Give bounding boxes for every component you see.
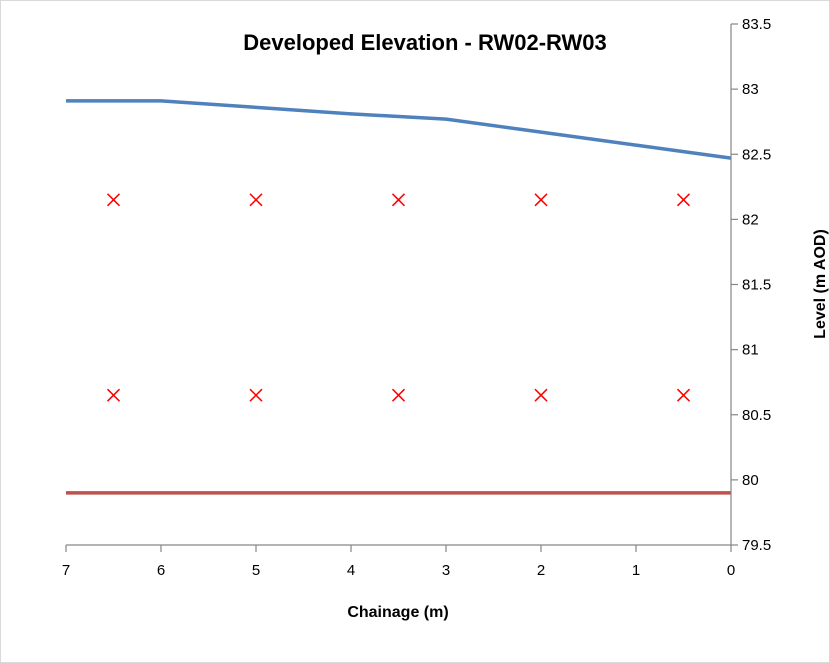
x-tick-label: 1 xyxy=(632,562,640,579)
x-marker xyxy=(534,388,548,402)
x-marker-stroke xyxy=(106,193,121,207)
series-line-0 xyxy=(66,99,732,160)
x-axis-title: Chainage (m) xyxy=(347,604,448,621)
y-tick-label: 82 xyxy=(742,211,759,228)
x-marker xyxy=(391,388,406,402)
x-marker-stroke xyxy=(391,193,406,207)
x-marker-stroke xyxy=(534,193,548,207)
x-tick-label: 4 xyxy=(347,562,355,579)
y-tick-label: 81 xyxy=(742,342,759,359)
x-marker xyxy=(676,388,691,402)
x-marker-stroke xyxy=(676,193,691,207)
y-axis-title: Level (m AOD) xyxy=(812,229,829,339)
y-tick-label: 83.5 xyxy=(742,16,771,33)
x-marker-stroke xyxy=(534,388,548,402)
x-marker xyxy=(534,193,548,207)
x-marker xyxy=(249,388,263,402)
x-marker xyxy=(106,193,121,207)
y-tick-label: 81.5 xyxy=(742,277,771,294)
x-marker-stroke xyxy=(106,388,121,402)
x-marker-stroke xyxy=(676,388,691,402)
y-tick-label: 79.5 xyxy=(742,537,771,554)
x-marker-stroke xyxy=(249,193,263,207)
x-tick-label: 5 xyxy=(252,562,260,579)
x-marker-stroke xyxy=(391,388,406,402)
x-marker-stroke xyxy=(249,388,263,402)
x-tick-label: 3 xyxy=(442,562,450,579)
x-tick-label: 2 xyxy=(537,562,545,579)
y-tick-label: 83 xyxy=(742,81,759,98)
x-marker xyxy=(676,193,691,207)
x-marker xyxy=(391,193,406,207)
x-tick-label: 0 xyxy=(727,562,735,579)
y-tick-label: 82.5 xyxy=(742,146,771,163)
chart-title: Developed Elevation - RW02-RW03 xyxy=(243,30,607,55)
x-tick-label: 7 xyxy=(62,562,70,579)
y-tick-label: 80.5 xyxy=(742,407,771,424)
x-tick-label: 6 xyxy=(157,562,165,579)
axes: 7 6 5 4 3 2 1 0 79.5 80 80.5 81 81.5 82 82.5 83 83.5 xyxy=(62,16,771,579)
plot-lines xyxy=(66,99,732,495)
x-marker xyxy=(106,388,121,402)
y-tick-label: 80 xyxy=(742,472,759,489)
x-marker xyxy=(249,193,263,207)
